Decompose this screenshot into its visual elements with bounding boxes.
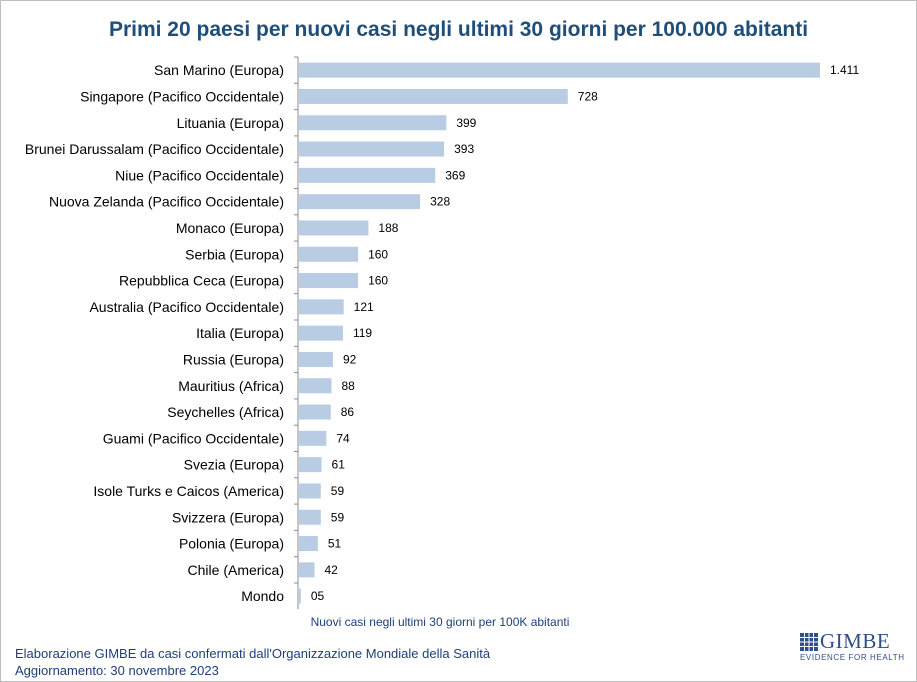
category-label: Brunei Darussalam (Pacifico Occidentale) xyxy=(25,141,284,157)
category-label: Russia (Europa) xyxy=(183,351,284,367)
data-label: 160 xyxy=(368,247,388,261)
data-label: 399 xyxy=(456,116,476,130)
data-label: 88 xyxy=(341,379,355,393)
source-note: Elaborazione GIMBE da casi confermati da… xyxy=(15,646,491,661)
bar xyxy=(299,562,315,578)
bar xyxy=(299,404,331,420)
chart-title: Primi 20 paesi per nuovi casi negli ulti… xyxy=(108,18,809,41)
bar xyxy=(299,483,321,499)
category-label: Niue (Pacifico Occidentale) xyxy=(115,167,284,183)
bar xyxy=(299,220,369,236)
bar xyxy=(299,194,421,210)
category-label: Guami (Pacifico Occidentale) xyxy=(103,430,284,446)
data-label: 86 xyxy=(341,405,355,419)
gimbe-grid-icon xyxy=(800,633,818,651)
category-label: Singapore (Pacifico Occidentale) xyxy=(80,88,284,104)
category-label: Polonia (Europa) xyxy=(179,536,284,552)
category-label: Serbia (Europa) xyxy=(185,246,284,262)
data-label: 51 xyxy=(328,537,342,551)
data-label: 42 xyxy=(325,563,339,577)
bar xyxy=(299,351,333,367)
data-label: 1.411 xyxy=(830,63,859,77)
data-label: 121 xyxy=(354,300,374,314)
update-date: Aggiornamento: 30 novembre 2023 xyxy=(15,663,219,678)
bar xyxy=(299,273,359,289)
logo-wordmark: GIMBE xyxy=(820,629,891,653)
category-label: Italia (Europa) xyxy=(196,325,284,341)
bar xyxy=(299,509,321,525)
category-label: Repubblica Ceca (Europa) xyxy=(119,273,284,289)
category-label: Mauritius (Africa) xyxy=(178,378,284,394)
data-label: 728 xyxy=(578,89,598,103)
data-label: 393 xyxy=(454,142,474,156)
bar xyxy=(299,299,344,315)
category-label: Seychelles (Africa) xyxy=(167,404,284,420)
data-label: 05 xyxy=(311,589,325,603)
gimbe-logo: GIMBE EVIDENCE FOR HEALTH xyxy=(800,629,904,665)
bar xyxy=(299,167,436,183)
x-axis-label: Nuovi casi negli ultimi 30 giorni per 10… xyxy=(310,615,570,629)
bar xyxy=(299,62,820,78)
category-label: San Marino (Europa) xyxy=(154,62,284,78)
data-label: 92 xyxy=(343,352,357,366)
bar xyxy=(299,246,359,262)
data-label: 188 xyxy=(378,221,398,235)
bar xyxy=(299,88,568,104)
bar xyxy=(299,141,445,157)
category-label: Australia (Pacifico Occidentale) xyxy=(89,299,284,315)
data-label: 61 xyxy=(332,458,346,472)
bar xyxy=(299,378,332,394)
bar xyxy=(299,588,301,604)
data-label: 59 xyxy=(331,484,345,498)
category-label: Monaco (Europa) xyxy=(176,220,284,236)
bar xyxy=(299,536,318,552)
data-label: 328 xyxy=(430,195,450,209)
bar xyxy=(299,325,343,341)
category-label: Lituania (Europa) xyxy=(177,115,284,131)
data-label: 369 xyxy=(445,168,465,182)
bar xyxy=(299,115,447,131)
category-label: Nuova Zelanda (Pacifico Occidentale) xyxy=(49,194,284,210)
data-label: 74 xyxy=(336,431,350,445)
data-label: 59 xyxy=(331,510,345,524)
category-label: Svezia (Europa) xyxy=(184,457,284,473)
data-label: 160 xyxy=(368,274,388,288)
category-label: Svizzera (Europa) xyxy=(172,509,284,525)
logo-tagline: EVIDENCE FOR HEALTH xyxy=(800,653,905,662)
bar xyxy=(299,430,327,446)
data-label: 119 xyxy=(353,326,372,340)
bar xyxy=(299,457,322,473)
category-label: Chile (America) xyxy=(188,562,284,578)
category-label: Isole Turks e Caicos (America) xyxy=(93,483,284,499)
category-label: Mondo xyxy=(241,588,284,604)
